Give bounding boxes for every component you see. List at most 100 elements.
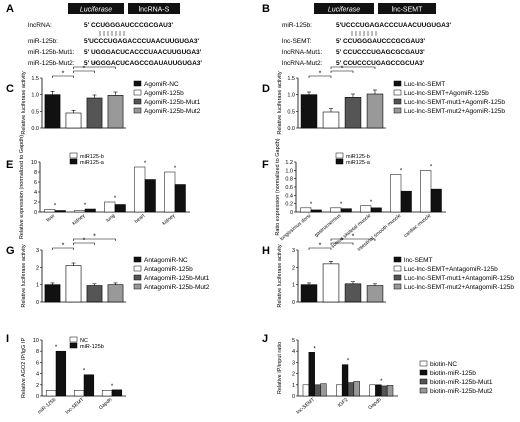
- legend-swatch-g: [133, 274, 142, 281]
- category-label-i: miR-125b: [37, 397, 58, 416]
- bar-e: [74, 210, 86, 213]
- legend-label-g: AntagomiR-125b-Mut1: [144, 275, 210, 282]
- legend-swatch-f: [335, 158, 344, 165]
- significance-star-g: *: [93, 234, 96, 241]
- bar-d: [300, 94, 318, 129]
- seq-a-0: 5' CCUGGGAUCCCGCGAU3': [84, 22, 173, 29]
- category-label-f: cardiac muscle: [403, 213, 433, 239]
- chart-j: 0 1 2 3 4 5 Relative IP/input ratio * lnc-SEMT * I…: [277, 338, 493, 416]
- panel-letter-e: E: [6, 159, 13, 171]
- y-tick-label-d: 0.0: [287, 126, 295, 132]
- y-tick-label-i: 6: [36, 360, 39, 366]
- legend-swatch-g: [133, 283, 142, 290]
- significance-bracket-g: [52, 247, 74, 250]
- category-label-f: longissimus dorsi: [279, 213, 312, 242]
- y-tick-label-f: 1.0: [285, 168, 293, 174]
- legend-label-d: Luc-lnc-SEMT-mut1+AgomiR-125b: [404, 99, 505, 106]
- construct-luciferase-label-b: Luciferase: [328, 7, 360, 14]
- bar-j: [302, 384, 310, 397]
- bar-h: [322, 263, 340, 303]
- y-tick-label-h: 3: [292, 248, 295, 254]
- bar-e: [144, 179, 156, 213]
- significance-star-f: *: [310, 202, 313, 208]
- legend-swatch-g: [133, 265, 142, 272]
- bar-i: [45, 390, 57, 397]
- significance-star-g: *: [83, 238, 86, 245]
- legend-swatch-f: [335, 152, 344, 159]
- bar-j: [308, 352, 315, 397]
- significance-bracket-d: [330, 66, 376, 69]
- bar-c: [65, 112, 82, 129]
- legend-swatch-d: [393, 107, 402, 114]
- y-tick-label-j: 5: [292, 338, 295, 344]
- bar-j: [347, 382, 355, 397]
- y-axis-label-d: Relative luciferase activity: [277, 71, 283, 135]
- seq-label-b-2: lncRNA-Mut1:: [282, 49, 323, 56]
- legend-swatch-j: [419, 387, 428, 394]
- legend-swatch-c: [133, 107, 142, 114]
- legend-swatch-h: [393, 274, 402, 281]
- y-tick-label-f: 0.2: [285, 202, 293, 208]
- significance-star-f: *: [430, 164, 433, 170]
- significance-bracket-c: [73, 66, 116, 69]
- y-tick-label-j: 2: [292, 372, 295, 378]
- bar-e: [134, 166, 146, 213]
- y-tick-label-e: 2: [34, 200, 37, 206]
- legend-label-h: Luc-lnc-SEMT-mut1+AntagomiR-125b: [404, 275, 514, 282]
- bar-e: [164, 171, 176, 213]
- legend-swatch-d: [393, 80, 402, 87]
- legend-label-f: miR125-b: [346, 154, 370, 160]
- y-tick-label-e: 8: [34, 170, 37, 176]
- significance-star-j: *: [380, 379, 383, 385]
- legend-label-j: biotin-NC: [430, 361, 457, 368]
- bar-h: [366, 285, 384, 303]
- y-axis-label-f: Ratio expression (normalized to Gapdh): [275, 138, 281, 235]
- y-tick-label-f: 1.2: [285, 160, 293, 166]
- panel-letter-a: A: [6, 3, 14, 15]
- y-tick-label-f: 0.6: [285, 185, 293, 191]
- y-tick-label-d: 0.5: [287, 109, 295, 115]
- panel-letter-h: H: [262, 245, 270, 257]
- legend-label-c: AgomiR-125b-Mut1: [144, 99, 201, 106]
- bar-f: [420, 170, 432, 213]
- seq-b-3: 5' CCUCCCUGAGCCGCUA3': [336, 60, 425, 67]
- y-tick-label-f: 0.8: [285, 177, 293, 183]
- construct-luciferase-box-b: [314, 3, 374, 14]
- y-tick-label-h: 2: [292, 265, 295, 271]
- panel-letter-b: B: [262, 3, 270, 15]
- bar-f: [360, 205, 372, 213]
- construct-lncsemt-label-b: lnc-SEMT: [392, 7, 423, 14]
- significance-star-f: *: [370, 200, 373, 206]
- chart-h: 0 1 2 3 Relative luciferase activity * * * lnc-S…: [277, 234, 514, 308]
- legend-label-h: Luc-lnc-SEMT-mut2+AntagomiR-125b: [404, 284, 514, 291]
- bar-f: [310, 209, 322, 213]
- y-axis-label-g: Relative luciferase activity: [21, 244, 27, 308]
- bar-e: [104, 201, 116, 213]
- bar-j: [369, 384, 376, 397]
- significance-bracket-d: [330, 70, 354, 73]
- y-tick-label-g: 1: [36, 283, 39, 289]
- y-tick-label-i: 8: [36, 349, 39, 355]
- significance-star-e: *: [84, 203, 87, 209]
- bar-g: [86, 285, 103, 303]
- significance-star-h: *: [341, 238, 344, 245]
- bar-j: [336, 384, 343, 397]
- construct-lncrna-box-a: [128, 3, 180, 14]
- y-tick-label-g: 3: [36, 248, 39, 254]
- bar-d: [322, 111, 340, 129]
- seq-label-a-0: lncRNA:: [28, 22, 52, 29]
- construct-luciferase-label-a: Luciferase: [80, 7, 112, 14]
- legend-label-d: Luc-lnc-SEMT-mut2+AgomiR-125b: [404, 108, 505, 115]
- chart-i: 0 2 4 6 8 10 Relative AGO2 IP/IgG IP * miR-125b *…: [21, 336, 126, 416]
- bar-h: [344, 283, 362, 303]
- significance-bracket-h: [308, 247, 332, 250]
- legend-swatch-c: [133, 80, 142, 87]
- bar-i: [55, 350, 67, 397]
- legend-swatch-i: [69, 342, 78, 349]
- significance-star-c: *: [93, 62, 96, 69]
- legend-swatch-j: [419, 369, 428, 376]
- bar-f: [400, 190, 412, 213]
- legend-swatch-g: [133, 256, 142, 263]
- panel-b: B Luciferase lnc-SEMT miR-125b: 5'UCCCUG…: [262, 3, 451, 67]
